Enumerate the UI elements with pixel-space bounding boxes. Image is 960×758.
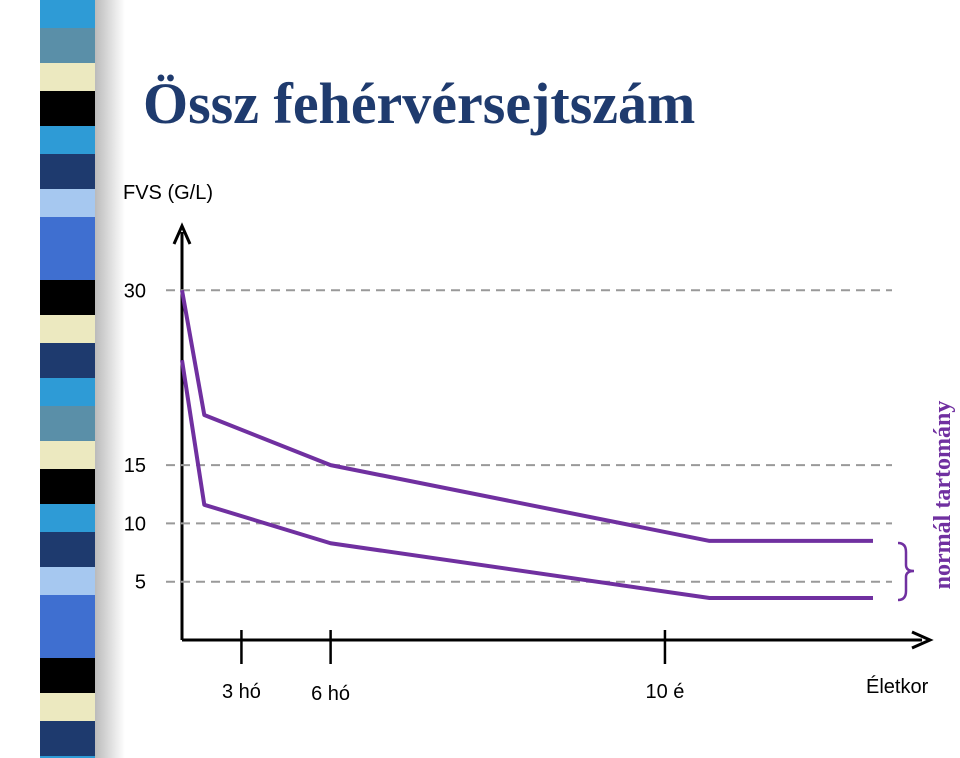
stripe-block <box>40 343 95 378</box>
stripe-shadow <box>95 0 125 758</box>
x-axis-arrow <box>911 630 934 650</box>
stripe-block <box>40 693 95 721</box>
x-axis-label: Életkor <box>866 675 929 698</box>
stripe-block <box>40 658 95 693</box>
stripe-block <box>40 441 95 469</box>
stripe-block <box>40 630 95 658</box>
range-annotation: normál tartomány <box>930 401 956 590</box>
range-brace <box>897 541 915 602</box>
y-tick-label: 10 <box>124 513 146 535</box>
stripe-block <box>40 315 95 343</box>
stripe-block <box>40 63 95 91</box>
stripe-block <box>40 28 95 63</box>
y-axis-label: FVS (G/L) <box>123 182 213 204</box>
stripe-block <box>40 756 95 758</box>
y-tick-label: 15 <box>124 455 146 477</box>
stripe-block <box>40 721 95 756</box>
decor-stripe <box>40 0 95 758</box>
y-tick-label: 30 <box>124 280 146 302</box>
y-tick-label: 5 <box>135 572 146 594</box>
y-axis-arrow <box>172 222 192 245</box>
stripe-block <box>40 406 95 441</box>
stripe-block <box>40 532 95 567</box>
stripe-block <box>40 154 95 189</box>
stripe-block <box>40 469 95 504</box>
x-tick-label: 10 é <box>645 681 684 703</box>
stripe-block <box>40 504 95 532</box>
x-tick-label: 3 hó <box>222 681 261 703</box>
slide-title: Össz fehérvérsejtszám <box>143 71 695 136</box>
data-line <box>180 289 873 543</box>
data-line <box>180 359 873 601</box>
stripe-block <box>40 252 95 280</box>
stripe-block <box>40 595 95 630</box>
stripe-block <box>40 126 95 154</box>
x-tick-label: 6 hó <box>311 683 350 705</box>
stripe-block <box>40 217 95 252</box>
stripe-block <box>40 189 95 217</box>
stripe-block <box>40 91 95 126</box>
stripe-block <box>40 0 95 28</box>
margin <box>0 0 40 758</box>
stripe-block <box>40 567 95 595</box>
stripe-block <box>40 280 95 315</box>
stripe-block <box>40 378 95 406</box>
